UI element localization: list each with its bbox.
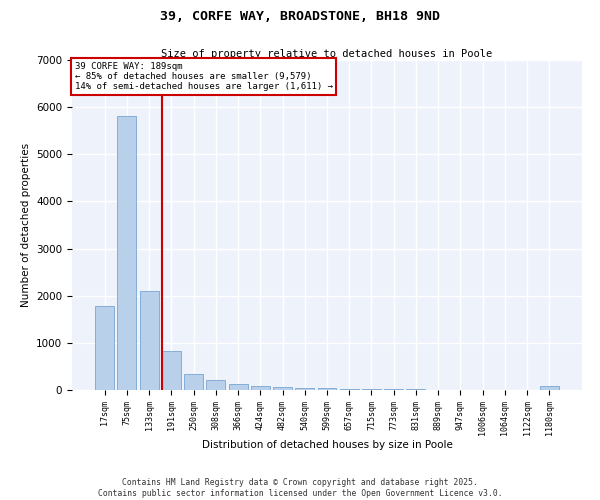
Bar bbox=[162, 352, 181, 390]
Bar bbox=[206, 380, 225, 390]
Y-axis label: Number of detached properties: Number of detached properties bbox=[20, 143, 31, 307]
Bar bbox=[184, 374, 203, 390]
X-axis label: Distribution of detached houses by size in Poole: Distribution of detached houses by size … bbox=[202, 440, 452, 450]
Bar bbox=[540, 386, 559, 390]
Bar bbox=[251, 386, 270, 390]
Bar bbox=[229, 384, 248, 390]
Bar bbox=[118, 116, 136, 390]
Text: 39 CORFE WAY: 189sqm
← 85% of detached houses are smaller (9,579)
14% of semi-de: 39 CORFE WAY: 189sqm ← 85% of detached h… bbox=[74, 62, 332, 92]
Text: 39, CORFE WAY, BROADSTONE, BH18 9ND: 39, CORFE WAY, BROADSTONE, BH18 9ND bbox=[160, 10, 440, 23]
Title: Size of property relative to detached houses in Poole: Size of property relative to detached ho… bbox=[161, 49, 493, 59]
Bar bbox=[95, 306, 114, 390]
Bar bbox=[340, 388, 359, 390]
Bar bbox=[273, 387, 292, 390]
Bar bbox=[362, 389, 381, 390]
Bar bbox=[295, 388, 314, 390]
Bar bbox=[384, 389, 403, 390]
Bar bbox=[140, 291, 158, 390]
Bar bbox=[317, 388, 337, 390]
Text: Contains HM Land Registry data © Crown copyright and database right 2025.
Contai: Contains HM Land Registry data © Crown c… bbox=[98, 478, 502, 498]
